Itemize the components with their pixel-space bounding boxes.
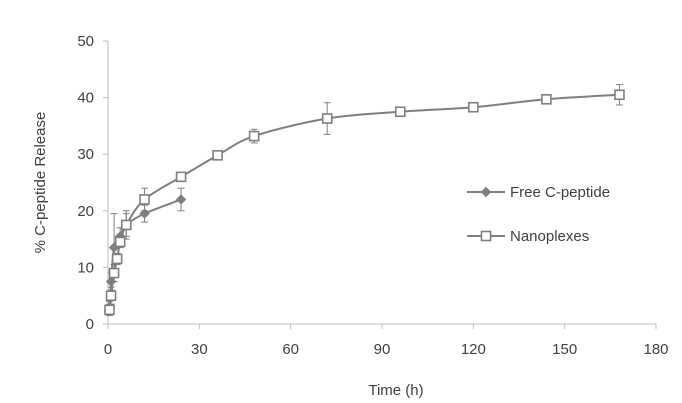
data-point-free-c-peptide — [139, 208, 150, 219]
legend-item-free-c-peptide: Free C-peptide — [467, 184, 610, 201]
series-nanoplexes — [104, 84, 625, 317]
data-point-nanoplexes — [111, 253, 123, 265]
y-tick-label: 0 — [86, 316, 94, 333]
data-point-nanoplexes — [248, 130, 260, 142]
data-point-free-c-peptide — [175, 194, 187, 205]
data-point-nanoplexes — [541, 93, 552, 105]
legend-item-nanoplexes: Nanoplexes — [467, 228, 589, 245]
y-ticks: 0 10 20 30 40 50 — [77, 33, 108, 333]
data-point-nanoplexes — [104, 304, 115, 316]
series-line-nanoplexes — [108, 93, 620, 310]
y-tick-label: 30 — [77, 146, 94, 163]
legend-label-free-c-peptide: Free C-peptide — [510, 184, 610, 201]
data-point-nanoplexes — [394, 106, 406, 118]
data-point-nanoplexes — [175, 171, 187, 183]
data-point-nanoplexes — [108, 267, 120, 279]
y-tick-label: 50 — [77, 33, 94, 50]
y-tick-label: 40 — [77, 90, 94, 107]
x-tick-label: 0 — [104, 341, 112, 358]
data-point-nanoplexes — [139, 194, 150, 205]
data-point-nanoplexes — [105, 290, 117, 302]
legend: Free C-peptide Nanoplexes — [467, 184, 610, 245]
legend-marker-free-c-peptide — [480, 186, 492, 198]
y-axis-title: % C-peptide Release — [32, 112, 49, 254]
data-point-nanoplexes — [114, 236, 126, 248]
x-tick-label: 30 — [191, 341, 208, 358]
data-point-nanoplexes — [120, 219, 132, 231]
data-point-nanoplexes — [614, 89, 625, 101]
data-point-nanoplexes — [468, 101, 479, 113]
x-tick-label: 120 — [461, 341, 486, 358]
y-tick-label: 20 — [77, 203, 94, 220]
y-tick-label: 10 — [77, 259, 94, 276]
x-tick-label: 60 — [282, 341, 299, 358]
x-axis-title: Time (h) — [368, 382, 423, 399]
x-tick-label: 150 — [552, 341, 577, 358]
legend-label-nanoplexes: Nanoplexes — [510, 228, 589, 245]
legend-marker-shape — [480, 186, 492, 198]
legend-marker-nanoplexes — [480, 230, 492, 242]
axes: 0 10 20 30 40 50 0 30 60 90 120 150 180 — [77, 33, 668, 358]
data-point-nanoplexes — [212, 150, 223, 161]
plot-area — [104, 84, 625, 317]
x-tick-label: 180 — [643, 341, 668, 358]
series-free-c-peptide — [104, 187, 187, 314]
x-ticks: 0 30 60 90 120 150 180 — [104, 324, 669, 358]
data-point-nanoplexes — [321, 113, 333, 124]
legend-marker-shape — [480, 230, 492, 242]
x-tick-label: 90 — [374, 341, 391, 358]
